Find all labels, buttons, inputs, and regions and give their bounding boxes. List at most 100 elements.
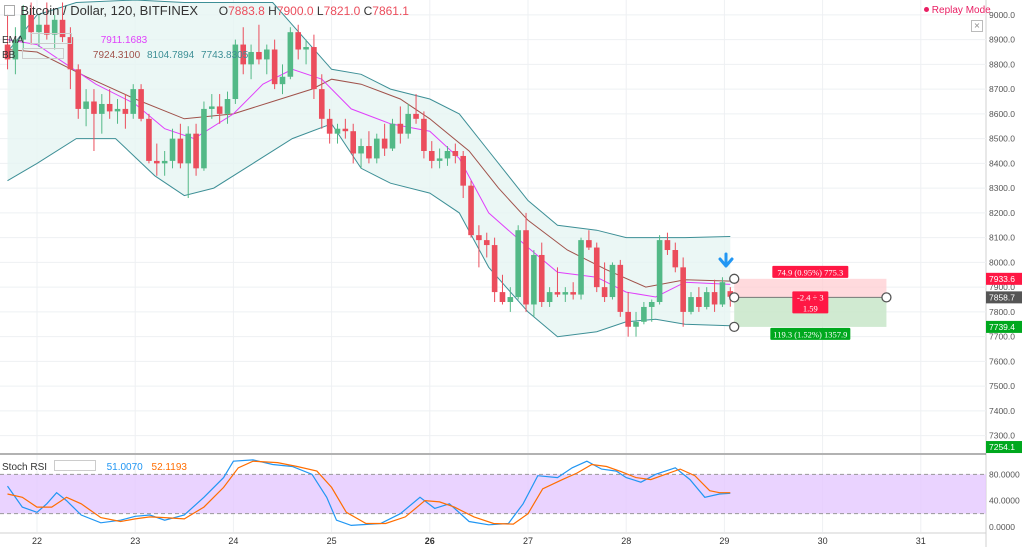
indicator-controls-icon[interactable] xyxy=(30,33,72,44)
candle-body xyxy=(696,297,702,307)
candle-body xyxy=(539,255,545,302)
price-tick-label: 8900.0 xyxy=(989,35,1015,45)
candle-body xyxy=(193,134,199,169)
ema-label: EMA xyxy=(2,35,23,46)
time-axis[interactable]: 22 23 24 25 26 27 28 29 30 31 xyxy=(32,536,926,546)
replay-label: Replay Mode xyxy=(932,5,991,16)
candle-body xyxy=(130,89,136,114)
risk-reward-label-text: 1.59 xyxy=(803,303,818,313)
stoch-d-value: 52.1193 xyxy=(152,462,187,473)
close-icon[interactable]: × xyxy=(971,20,983,32)
candle-body xyxy=(704,292,710,307)
candle-body xyxy=(185,134,191,164)
candle xyxy=(578,238,584,300)
drag-handle-icon xyxy=(730,293,739,302)
price-tick-label: 8400.0 xyxy=(989,158,1015,168)
candle-body xyxy=(327,119,333,134)
candle xyxy=(146,114,152,164)
candle-body xyxy=(618,265,624,312)
time-tick-label: 27 xyxy=(523,536,533,546)
indicator-controls-icon[interactable] xyxy=(54,460,96,471)
candle-body xyxy=(350,131,356,153)
high-label: H xyxy=(268,4,277,18)
candle-body xyxy=(154,161,160,163)
stoch-label: Stoch RSI xyxy=(2,462,47,473)
price-tick-label: 8600.0 xyxy=(989,109,1015,119)
candle-body xyxy=(625,312,631,327)
bb-label: BB xyxy=(2,50,15,61)
candle-body xyxy=(343,129,349,131)
bb-upper-value: 8104.7894 xyxy=(147,50,194,61)
candle xyxy=(610,262,616,299)
symbol-legend[interactable]: Bitcoin / Dollar, 120, BITFINEX O7883.8 … xyxy=(4,3,409,18)
candle-body xyxy=(649,302,655,307)
candle-body xyxy=(382,139,388,149)
candle-body xyxy=(657,240,663,302)
close-value: 7861.1 xyxy=(372,4,409,18)
price-tick-label: 8300.0 xyxy=(989,183,1015,193)
price-tick-label: 8000.0 xyxy=(989,257,1015,267)
candle-body xyxy=(602,287,608,297)
candle xyxy=(288,27,294,79)
bb-legend[interactable]: BB 7924.3100 8104.7894 7743.8305 xyxy=(2,48,248,61)
record-icon xyxy=(924,7,929,12)
time-tick-label: 28 xyxy=(621,536,631,546)
price-tick-label: 8200.0 xyxy=(989,208,1015,218)
ema-legend[interactable]: EMA 7911.1683 xyxy=(2,33,147,46)
candle-body xyxy=(75,69,81,109)
price-tick-label: 7300.0 xyxy=(989,431,1015,441)
replay-mode-button[interactable]: Replay Mode xyxy=(924,5,991,16)
stoch-legend[interactable]: Stoch RSI 51.0070 52.1193 xyxy=(2,460,187,473)
candle-body xyxy=(421,119,427,151)
candle-body xyxy=(688,297,694,312)
indicator-controls-icon[interactable] xyxy=(22,48,64,59)
gear-icon[interactable] xyxy=(4,5,15,16)
price-tick-label: 8700.0 xyxy=(989,84,1015,94)
time-tick-label: 30 xyxy=(818,536,828,546)
price-tick-label: 7700.0 xyxy=(989,332,1015,342)
stoch-k-value: 51.0070 xyxy=(107,462,143,473)
price-axis[interactable]: 9000.0 8900.0 8800.0 8700.0 8600.0 8500.0 8400… xyxy=(989,10,1015,441)
position-tool[interactable]: 74.9 (0.95%) 775.3 -2.4 ÷ 31.59 119.3 (1.5… xyxy=(730,266,891,340)
candle-body xyxy=(99,104,105,114)
low-value: 7821.0 xyxy=(324,4,361,18)
bb-basis-value: 7924.3100 xyxy=(93,50,140,61)
risk-reward-label: -2.4 ÷ 31.59 xyxy=(792,291,828,313)
symbol-title: Bitcoin / Dollar, 120, BITFINEX xyxy=(20,3,198,18)
candle-body xyxy=(374,139,380,159)
price-tag: 7933.6 xyxy=(986,273,1022,285)
candle-body xyxy=(720,282,726,304)
candle-body xyxy=(531,255,537,305)
stoch-tick-label: 40.0000 xyxy=(989,496,1020,506)
candle-body xyxy=(256,52,262,59)
candle-body xyxy=(272,50,278,85)
candle-body xyxy=(665,240,671,250)
price-tag: 7858.7 xyxy=(986,291,1022,303)
candle-body xyxy=(523,230,529,304)
time-tick-label: 26 xyxy=(425,536,435,546)
bb-lower-value: 7743.8305 xyxy=(201,50,248,61)
candle-body xyxy=(115,109,121,111)
candle-body xyxy=(515,230,521,297)
target-label-text: 74.9 (0.95%) 775.3 xyxy=(777,267,843,277)
candle-body xyxy=(673,250,679,267)
stop-label-text: 119.3 (1.52%) 1357.9 xyxy=(773,329,847,339)
candle xyxy=(618,260,624,317)
time-tick-label: 25 xyxy=(327,536,337,546)
time-tick-label: 24 xyxy=(228,536,238,546)
risk-reward-label-text: -2.4 ÷ 3 xyxy=(797,292,824,302)
candle-body xyxy=(146,119,152,161)
price-tick-label: 7600.0 xyxy=(989,356,1015,366)
candle-body xyxy=(641,307,647,322)
time-tick-label: 23 xyxy=(130,536,140,546)
candle-body xyxy=(178,139,184,164)
candle-body xyxy=(445,151,451,158)
candle-body xyxy=(225,99,231,114)
candle xyxy=(201,101,207,170)
target-label: 74.9 (0.95%) 775.3 xyxy=(772,266,848,278)
candle-body xyxy=(303,47,309,49)
candle-body xyxy=(437,158,443,160)
candle-body xyxy=(468,186,474,236)
candle-body xyxy=(633,322,639,327)
